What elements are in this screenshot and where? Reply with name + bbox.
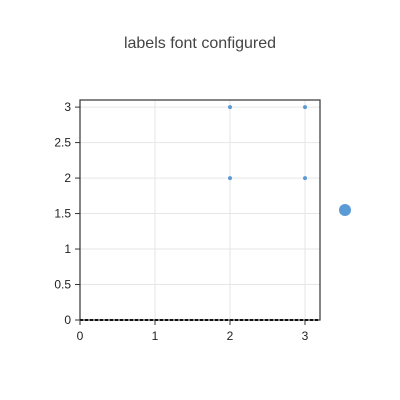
plot-area (80, 100, 320, 320)
y-tick-label: 0 (64, 313, 71, 327)
y-tick-label: 2 (64, 171, 71, 185)
data-point (228, 105, 232, 110)
chart-title: labels font configured (123, 35, 277, 52)
y-tick-label: 0.5 (54, 278, 71, 292)
y-tick-label: 1.5 (54, 207, 71, 221)
data-point (228, 176, 232, 181)
y-tick-label: 1 (64, 242, 71, 256)
x-tick-label: 3 (302, 329, 309, 343)
x-tick-label: 2 (227, 329, 234, 343)
data-point (303, 105, 307, 110)
legend-marker (339, 204, 351, 216)
x-tick-label: 0 (77, 329, 84, 343)
data-point (303, 176, 307, 181)
x-tick-label: 1 (152, 329, 159, 343)
y-tick-label: 3 (64, 100, 71, 114)
y-tick-label: 2.5 (54, 136, 71, 150)
